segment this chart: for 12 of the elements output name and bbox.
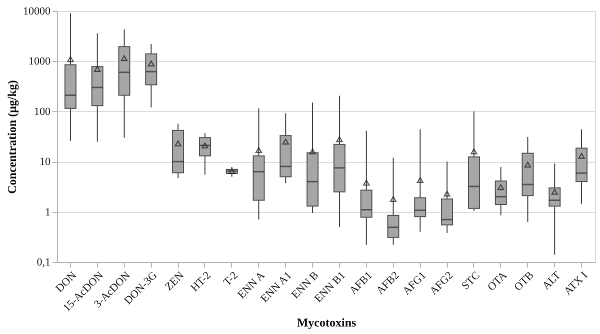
x-tick-label: OTA xyxy=(485,269,510,294)
x-axis-title: Mycotoxins xyxy=(296,316,356,330)
y-tick-label: 0,1 xyxy=(36,256,50,268)
y-tick-label: 100 xyxy=(34,106,51,118)
y-tick-label: 10 xyxy=(40,156,51,168)
y-tick-label: 10000 xyxy=(23,6,51,18)
y-tick-label: 1000 xyxy=(28,56,51,68)
x-tick-label: OTB xyxy=(512,270,536,294)
x-tick-label: T-2 xyxy=(221,270,240,289)
y-axis-title: Concentration (μg/kg) xyxy=(5,80,19,194)
y-tick-label: 1 xyxy=(45,206,50,218)
x-tick-label: STC xyxy=(460,270,482,292)
